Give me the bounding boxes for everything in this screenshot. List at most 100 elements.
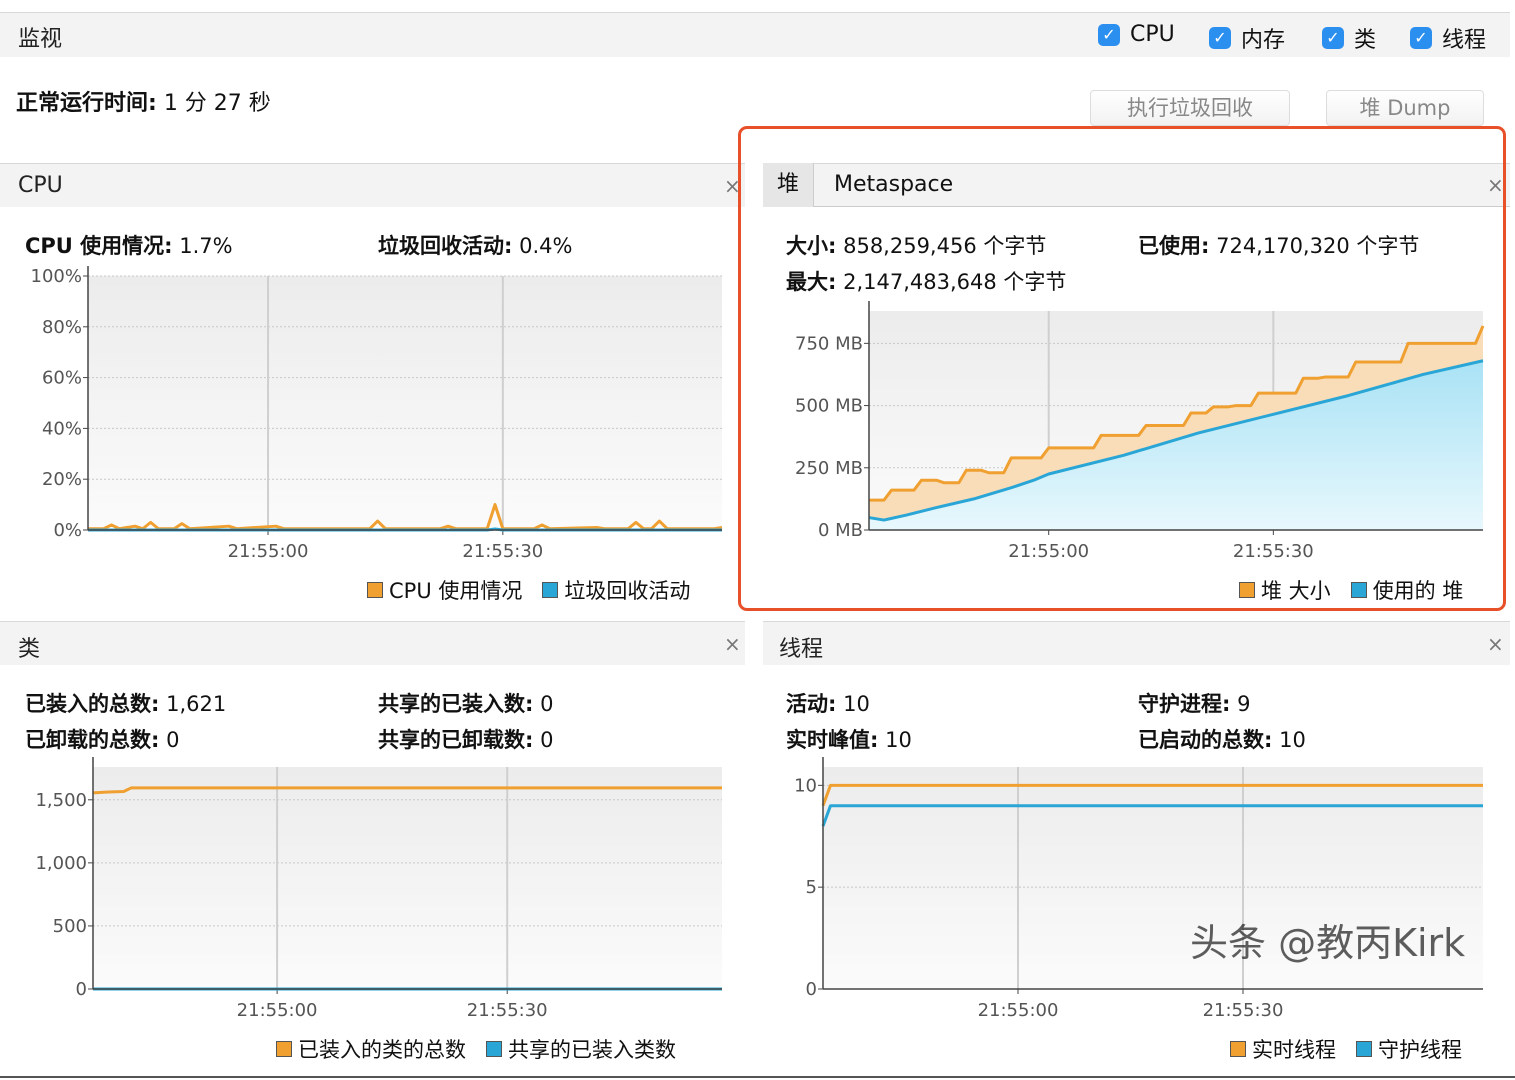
threads-panel-header: 线程 × [763, 621, 1510, 665]
classes-panel-header: 类 × [0, 621, 745, 665]
y-tick-label: 100% [31, 266, 82, 287]
heap-legend: 堆 大小 使用的 堆 [1239, 575, 1463, 605]
stat-value: 1.7% [179, 234, 233, 258]
blue-swatch-icon [1356, 1041, 1372, 1057]
stat-label: 垃圾回收活动: [378, 234, 513, 258]
y-tick-label: 500 MB [795, 396, 863, 417]
blue-swatch-icon [542, 582, 559, 598]
close-icon[interactable]: × [1487, 632, 1504, 656]
stat-label: 已使用: [1138, 234, 1210, 258]
stat-label: CPU 使用情况: [25, 234, 173, 258]
y-tick-label: 1,000 [35, 853, 87, 874]
x-tick-label: 21:55:30 [1233, 541, 1314, 562]
shared-unloaded-stat: 共享的已卸载数: 0 [378, 724, 553, 754]
y-tick-label: 60% [42, 368, 82, 389]
threads-panel-title: 线程 [779, 637, 824, 662]
heap-size-stat: 大小: 858,259,456 个字节 [786, 230, 1046, 260]
stat-value: 10 [1279, 728, 1306, 752]
legend-label: 垃圾回收活动 [564, 579, 691, 603]
gc-activity-stat: 垃圾回收活动: 0.4% [378, 230, 572, 260]
classes-legend: 已装入的类的总数 共享的已装入类数 [276, 1034, 676, 1064]
checkbox-memory[interactable]: ✓ 内存 [1209, 22, 1285, 54]
monitor-header: 监视 [0, 12, 1510, 57]
y-tick-label: 10 [794, 775, 817, 796]
stat-value: 1,621 [166, 692, 227, 716]
heap-max-stat: 最大: 2,147,483,648 个字节 [786, 266, 1066, 296]
orange-swatch-icon [1239, 582, 1255, 598]
x-tick-label: 21:55:00 [978, 1000, 1059, 1021]
y-tick-label: 0 [806, 979, 817, 1000]
checkbox-threads[interactable]: ✓ 线程 [1410, 22, 1486, 54]
stat-value: 10 [843, 692, 870, 716]
legend-label: 使用的 堆 [1372, 579, 1464, 603]
check-icon: ✓ [1322, 27, 1344, 49]
shared-loaded-stat: 共享的已装入数: 0 [378, 688, 553, 718]
stat-label: 守护进程: [1138, 692, 1231, 716]
checkbox-label: 内存 [1241, 28, 1286, 53]
stat-label: 实时峰值: [786, 728, 879, 752]
x-tick-label: 21:55:00 [228, 541, 309, 562]
y-tick-label: 500 [53, 916, 87, 937]
close-icon[interactable]: × [1487, 173, 1504, 197]
legend-label: 实时线程 [1252, 1038, 1336, 1062]
stat-label: 共享的已装入数: [378, 692, 534, 716]
series-line [868, 359, 1484, 522]
series-line [869, 325, 1485, 502]
y-tick-label: 0% [53, 520, 82, 541]
cpu-usage-stat: CPU 使用情况: 1.7% [25, 230, 233, 260]
y-tick-label: 0 [76, 979, 87, 1000]
uptime-label: 正常运行时间: [16, 91, 157, 116]
orange-swatch-icon [367, 582, 383, 598]
stat-label: 大小: [786, 234, 837, 258]
live-threads-stat: 活动: 10 [786, 688, 870, 718]
cpu-panel-title: CPU [18, 173, 63, 198]
check-icon: ✓ [1209, 27, 1231, 49]
bottom-divider [0, 1076, 1515, 1078]
stat-label: 已卸载的总数: [25, 728, 160, 752]
plot-background [88, 276, 722, 530]
check-icon: ✓ [1098, 23, 1120, 46]
legend-label: 共享的已装入类数 [508, 1038, 676, 1062]
loaded-total-stat: 已装入的总数: 1,621 [25, 688, 226, 718]
tab-metaspace[interactable]: Metaspace [834, 172, 954, 197]
stat-label: 活动: [786, 692, 837, 716]
checkbox-label: CPU [1130, 22, 1175, 47]
stat-label: 已启动的总数: [1138, 728, 1273, 752]
heap-dump-button[interactable]: 堆 Dump [1326, 90, 1484, 126]
highlight-box [738, 126, 1506, 611]
y-tick-label: 40% [42, 418, 82, 439]
peak-threads-stat: 实时峰值: 10 [786, 724, 912, 754]
checkbox-classes[interactable]: ✓ 类 [1322, 22, 1376, 54]
x-tick-label: 21:55:00 [237, 1000, 318, 1021]
blue-swatch-icon [486, 1041, 502, 1057]
series-line [92, 786, 722, 795]
x-tick-label: 21:55:30 [467, 1000, 548, 1021]
checkbox-label: 线程 [1442, 28, 1487, 53]
legend-label: CPU 使用情况 [389, 579, 523, 603]
x-tick-label: 21:55:30 [462, 541, 543, 562]
tab-heap[interactable]: 堆 [763, 163, 815, 207]
plot-background [823, 767, 1483, 989]
close-icon[interactable]: × [724, 632, 741, 656]
heap-panel-header [763, 163, 1510, 207]
checkbox-cpu[interactable]: ✓ CPU [1098, 22, 1175, 47]
legend-label: 堆 大小 [1261, 579, 1331, 603]
close-icon[interactable]: × [724, 174, 741, 198]
orange-swatch-icon [276, 1041, 292, 1057]
classes-panel-title: 类 [18, 637, 41, 662]
stat-label: 已装入的总数: [25, 692, 160, 716]
y-tick-label: 0 MB [818, 520, 863, 541]
perform-gc-button[interactable]: 执行垃圾回收 [1090, 90, 1290, 126]
uptime: 正常运行时间: 1 分 27 秒 [16, 85, 271, 117]
legend-label: 守护线程 [1378, 1038, 1462, 1062]
y-tick-label: 5 [806, 877, 817, 898]
stat-value: 858,259,456 个字节 [843, 234, 1047, 258]
cpu-panel-header: CPU × [0, 163, 745, 207]
cpu-legend: CPU 使用情况 垃圾回收活动 [367, 575, 690, 605]
series-area [869, 360, 1483, 530]
stat-label: 共享的已卸载数: [378, 728, 534, 752]
